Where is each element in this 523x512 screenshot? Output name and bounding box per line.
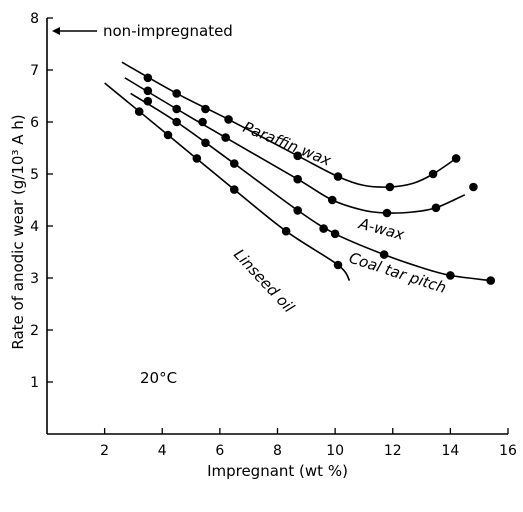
data-point-linseed-oil xyxy=(281,226,291,236)
temperature-label: 20°C xyxy=(140,369,177,387)
y-tick-label: 1 xyxy=(30,375,39,391)
x-tick-label: 6 xyxy=(215,443,224,459)
series-label-coal-tar-pitch: Coal tar pitch xyxy=(347,249,449,297)
data-point-paraffin-wax xyxy=(224,115,233,124)
data-point-paraffin-wax xyxy=(451,154,461,163)
data-point-paraffin-wax xyxy=(385,182,395,192)
x-tick-label: 2 xyxy=(100,443,109,459)
data-point-paraffin-wax xyxy=(201,104,210,114)
x-tick-label: 14 xyxy=(441,443,459,459)
data-point-paraffin-wax xyxy=(293,151,302,161)
data-point-a-wax xyxy=(469,182,478,192)
series-line-paraffin-wax xyxy=(121,61,457,188)
data-point-paraffin-wax xyxy=(172,89,181,98)
data-point-paraffin-wax xyxy=(428,169,438,179)
data-point-a-wax xyxy=(431,203,441,213)
x-tick-label: 10 xyxy=(326,443,344,459)
y-tick-label: 5 xyxy=(30,167,39,183)
y-tick-label: 8 xyxy=(30,11,39,27)
arrow-head-icon xyxy=(52,27,60,35)
data-point-linseed-oil xyxy=(333,260,343,270)
data-point-a-wax xyxy=(293,174,302,184)
data-point-paraffin-wax xyxy=(143,73,153,83)
data-point-coal-tar-pitch xyxy=(330,229,340,239)
data-point-a-wax xyxy=(221,133,230,142)
y-axis-label: Rate of anodic wear (g/10³ A h) xyxy=(9,114,27,349)
data-point-coal-tar-pitch xyxy=(172,117,181,127)
non-impregnated-label: non-impregnated xyxy=(103,22,233,40)
data-point-linseed-oil xyxy=(163,130,173,140)
data-point-coal-tar-pitch xyxy=(446,271,455,280)
data-point-coal-tar-pitch xyxy=(486,276,496,285)
x-tick-label: 16 xyxy=(499,443,517,459)
data-point-paraffin-wax xyxy=(333,172,343,181)
data-point-coal-tar-pitch xyxy=(143,96,153,106)
data-point-linseed-oil xyxy=(134,107,144,116)
y-tick-label: 6 xyxy=(30,115,39,131)
data-point-linseed-oil xyxy=(229,185,239,194)
x-axis-label: Impregnant (wt %) xyxy=(207,462,348,480)
data-point-a-wax xyxy=(198,117,207,127)
data-point-coal-tar-pitch xyxy=(319,224,328,233)
y-tick-label: 3 xyxy=(30,271,39,287)
x-tick-label: 4 xyxy=(158,443,167,459)
y-tick-label: 7 xyxy=(30,63,39,79)
data-point-coal-tar-pitch xyxy=(379,250,389,259)
data-point-coal-tar-pitch xyxy=(201,138,210,148)
data-point-a-wax xyxy=(143,86,153,96)
x-tick-label: 12 xyxy=(384,443,402,459)
x-tick-label: 8 xyxy=(273,443,282,459)
data-point-a-wax xyxy=(327,195,337,205)
data-point-coal-tar-pitch xyxy=(229,159,239,168)
series-label-linseed-oil: Linseed oil xyxy=(230,245,298,316)
data-point-coal-tar-pitch xyxy=(293,206,302,215)
data-point-a-wax xyxy=(382,208,392,218)
data-point-a-wax xyxy=(172,104,181,114)
y-tick-label: 4 xyxy=(30,219,39,235)
y-tick-label: 2 xyxy=(30,323,39,339)
data-point-linseed-oil xyxy=(192,154,202,163)
series-label-a-wax: A-wax xyxy=(356,214,406,244)
series-label-paraffin-wax: Paraffin wax xyxy=(241,118,334,170)
